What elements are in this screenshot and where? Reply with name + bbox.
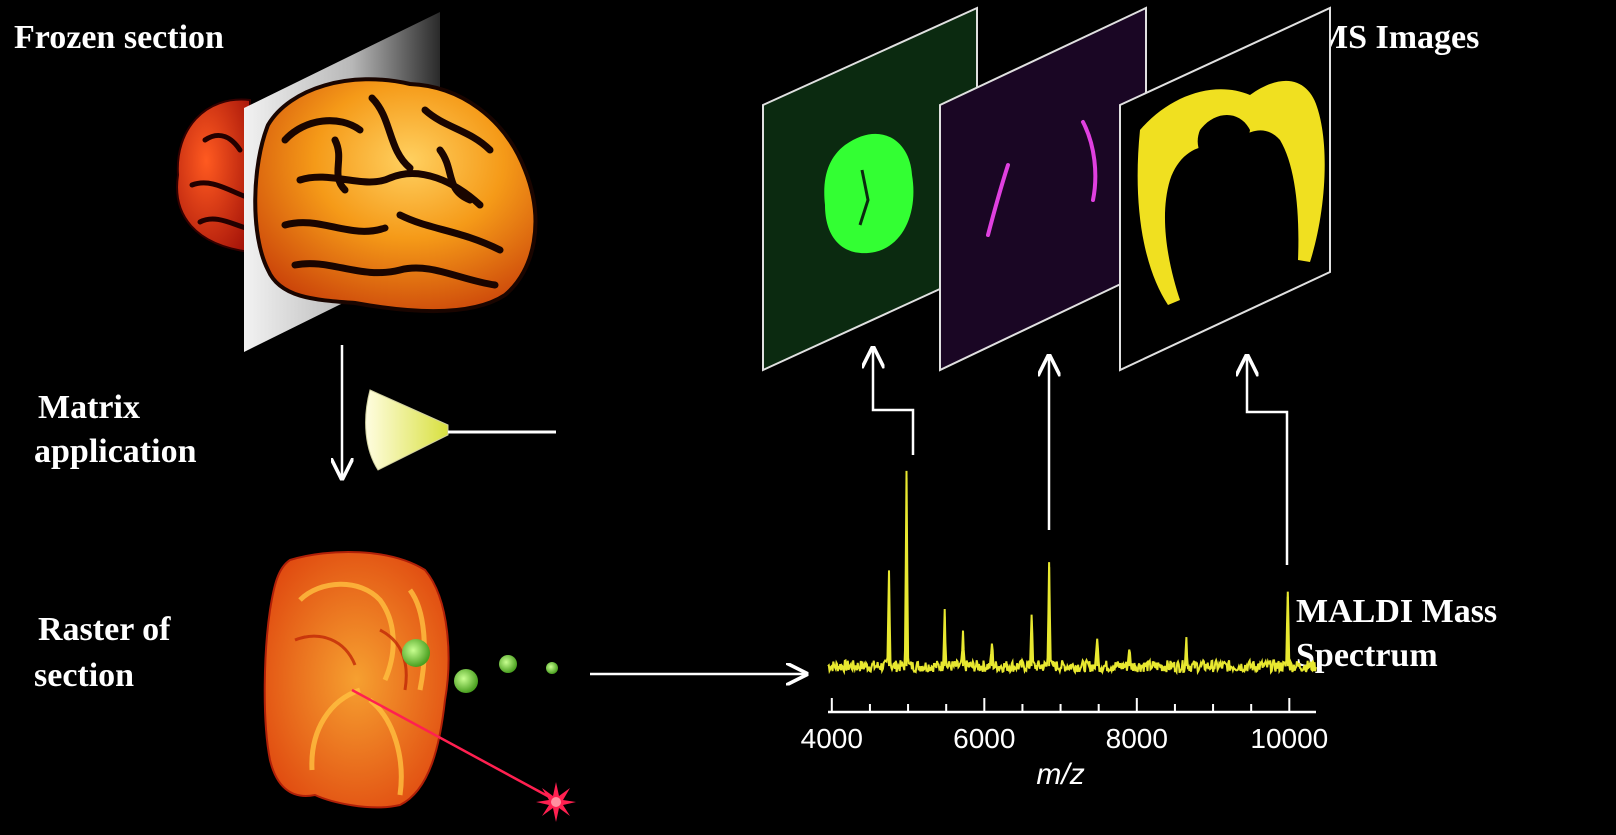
ion-droplet [402,639,430,667]
laser-beam [351,688,556,802]
matrix-application-label-line1: Matrix [38,389,140,426]
ms-image-green [762,6,978,372]
x-axis-tick-label: 8000 [1106,723,1168,754]
matrix-application-label-line2: application [34,433,197,470]
raster-of-section-label-line2: section [34,657,134,694]
x-axis-tick-label: 6000 [953,723,1015,754]
ms-image-yellow [1119,6,1331,372]
connector-arrow-yellow [1247,356,1289,565]
connector-arrow-green [873,348,915,455]
ms-images-label: MS Images [1316,19,1479,56]
brain-illustration [176,12,538,352]
maldi-mass-spectrum: 4000 6000 8000 10000 m/z [801,470,1328,791]
x-axis-tick-label: 4000 [801,723,863,754]
x-axis-tick-label: 10000 [1250,723,1328,754]
laser-spark-icon [536,782,576,822]
brain-back-hemisphere [176,98,251,254]
matrix-sprayer-nozzle [365,389,556,471]
x-axis-label: m/z [1036,758,1084,791]
frozen-section-label: Frozen section [14,19,224,56]
ion-droplet [546,662,558,674]
raster-of-section-label-line1: Raster of [38,611,171,648]
maldi-mass-spectrum-label-line1: MALDI Mass [1296,593,1497,630]
maldi-mass-spectrum-label-line2: Spectrum [1296,637,1438,674]
x-axis-ticks: 4000 6000 8000 10000 [801,698,1328,754]
brain-section-image [263,550,450,809]
ion-droplet [499,655,517,673]
spectrum-trace [827,470,1317,676]
ion-droplet [454,669,478,693]
brain-front-hemisphere [253,77,538,313]
spectrum-peaks [888,478,1289,667]
